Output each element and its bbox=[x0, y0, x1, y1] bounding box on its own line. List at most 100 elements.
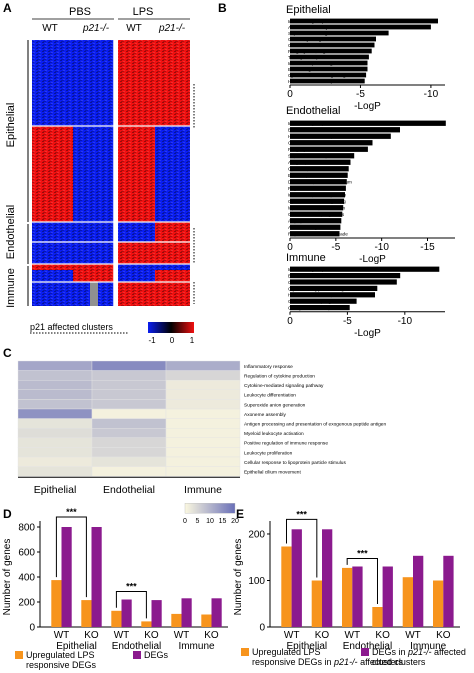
y-tick-label: 600 bbox=[18, 548, 35, 559]
bar-series-1 bbox=[111, 610, 122, 628]
colorbar-a-tick-max: 1 bbox=[190, 336, 195, 345]
heatmap-c-cell bbox=[91, 389, 167, 400]
bar-series-1 bbox=[171, 613, 182, 627]
heatmap-c-cell bbox=[17, 456, 93, 467]
heatmap-a-texture bbox=[155, 270, 190, 282]
y-tick-label: 200 bbox=[18, 598, 35, 609]
bar-series-2 bbox=[291, 529, 302, 627]
colorbar-a-tick-mid: 0 bbox=[170, 336, 175, 345]
heatmap-a-texture bbox=[155, 166, 190, 222]
heatmap-c-cell bbox=[165, 456, 241, 467]
legend-swatch bbox=[15, 651, 23, 659]
y-axis-label: Number of genes bbox=[233, 539, 244, 616]
group-label: Immune bbox=[410, 641, 447, 652]
heatmap-a-texture bbox=[118, 126, 155, 166]
bar bbox=[290, 266, 440, 272]
heatmap-c-colorbar-tick: 5 bbox=[196, 518, 200, 525]
legend-label: responsive DEGs in p21-/- affected clust… bbox=[252, 657, 426, 667]
row-label-epithelial: Epithelial bbox=[5, 103, 17, 148]
group-lps-label: LPS bbox=[133, 6, 154, 18]
bar-series-2 bbox=[413, 555, 424, 627]
heatmap-a-texture bbox=[118, 264, 155, 270]
x-tick-label: KO bbox=[84, 630, 99, 641]
heatmap-c-cell bbox=[17, 428, 93, 439]
bar-series-2 bbox=[443, 555, 454, 627]
bar bbox=[290, 54, 369, 60]
legend-label: DEGs in p21-/- affected bbox=[372, 647, 466, 657]
bar bbox=[290, 305, 350, 311]
bar bbox=[290, 30, 389, 36]
bar bbox=[290, 72, 367, 78]
legend-label: clusters bbox=[372, 657, 404, 667]
heatmap-a-texture bbox=[32, 282, 73, 306]
heatmap-c-cell bbox=[165, 428, 241, 439]
barchart-b-endothelial: EndothelialInflammatory responseExtracel… bbox=[286, 105, 455, 265]
bar bbox=[290, 159, 351, 165]
heatmap-c-cell bbox=[165, 418, 241, 429]
panel-c-label: C bbox=[3, 346, 12, 360]
bar bbox=[290, 133, 391, 139]
panel-d-label: D bbox=[3, 507, 12, 521]
group-label: Epithelial bbox=[56, 641, 97, 652]
bar bbox=[290, 140, 373, 146]
x-axis-label: -LogP bbox=[359, 254, 386, 265]
heatmap-c-row-label: Myeloid leukocyte activation bbox=[244, 431, 304, 437]
heatmap-a-texture bbox=[32, 126, 73, 166]
heatmap-c-cell bbox=[17, 360, 93, 371]
barchart-b-immune: ImmuneInflammatory responseExtracellular… bbox=[286, 252, 445, 339]
heatmap-c-col-label: Epithelial bbox=[34, 484, 77, 496]
heatmap-c-cell bbox=[91, 380, 167, 391]
heatmap-a-texture bbox=[155, 264, 190, 270]
panel-b-label: B bbox=[218, 1, 227, 15]
bar bbox=[290, 298, 357, 304]
bar bbox=[290, 192, 345, 198]
x-tick-label: KO bbox=[144, 630, 159, 641]
y-tick-label: 0 bbox=[29, 623, 35, 634]
heatmap-a-texture bbox=[32, 264, 73, 270]
bar-series-1 bbox=[51, 580, 62, 627]
heatmap-c-colorbar-tick: 15 bbox=[219, 518, 227, 525]
heatmap-a-texture bbox=[32, 166, 73, 222]
panel-a: A PBS LPS WT p21-/- WT p21-/- Epithelial… bbox=[3, 1, 195, 345]
heatmap-c-col-label: Immune bbox=[184, 484, 222, 496]
bar bbox=[290, 273, 401, 279]
bar-series-2 bbox=[121, 599, 132, 627]
heatmap-c-cell bbox=[165, 437, 241, 448]
bar-series-2 bbox=[91, 527, 102, 627]
colorbar-a bbox=[148, 322, 194, 333]
significance-label: *** bbox=[126, 582, 137, 592]
barchart-title: Epithelial bbox=[286, 4, 331, 16]
heatmap-c-cell bbox=[17, 447, 93, 458]
heatmap-a-texture bbox=[73, 264, 114, 270]
heatmap-a-texture bbox=[155, 282, 190, 306]
x-tick-label: -5 bbox=[331, 242, 340, 253]
heatmap-c-row-label: Leukocyte proliferation bbox=[244, 450, 293, 456]
x-tick-label: WT bbox=[405, 630, 421, 641]
group-label: Epithelial bbox=[287, 641, 328, 652]
heatmap-a-texture bbox=[32, 242, 73, 264]
x-axis-label: -LogP bbox=[354, 101, 381, 112]
bar-series-2 bbox=[181, 598, 192, 628]
legend-swatch bbox=[361, 648, 369, 656]
heatmap-c-cell bbox=[165, 380, 241, 391]
y-tick-label: 400 bbox=[18, 573, 35, 584]
heatmap-c-cell bbox=[91, 428, 167, 439]
heatmap-c-row-label: Epithelial cilium movement bbox=[244, 470, 301, 476]
bar bbox=[290, 211, 343, 217]
heatmap-a-texture bbox=[32, 40, 73, 126]
heatmap-c-colorbar-tick: 10 bbox=[206, 518, 214, 525]
x-tick-label: WT bbox=[54, 630, 70, 641]
bar-series-2 bbox=[151, 600, 162, 627]
bar bbox=[290, 24, 431, 30]
group-label: Endothelial bbox=[112, 641, 161, 652]
heatmap-a-texture bbox=[118, 270, 155, 282]
legend-label: responsive DEGs bbox=[26, 660, 97, 670]
heatmap-c-cell bbox=[17, 466, 93, 477]
x-tick-label: -10 bbox=[424, 89, 439, 100]
panel-e-label: E bbox=[236, 507, 244, 521]
heatmap-c-cell bbox=[91, 418, 167, 429]
bar bbox=[290, 279, 397, 285]
heatmap-a-texture bbox=[118, 40, 155, 126]
heatmap-c-cell bbox=[17, 380, 93, 391]
heatmap-c-cell bbox=[17, 408, 93, 419]
